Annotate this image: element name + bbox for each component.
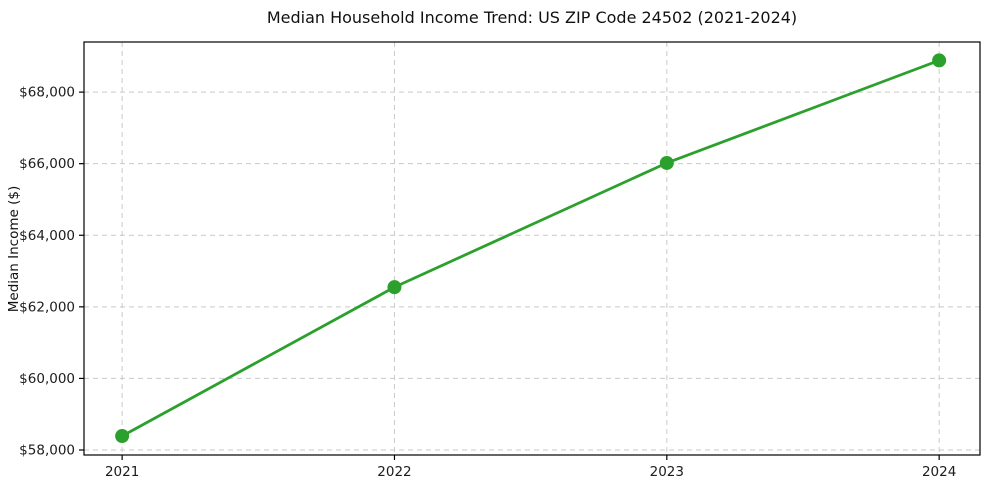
y-tick-label: $68,000 bbox=[19, 85, 75, 101]
y-axis-label: Median Income ($) bbox=[6, 185, 22, 313]
data-point-2023 bbox=[659, 155, 674, 170]
chart-title: Median Household Income Trend: US ZIP Co… bbox=[266, 8, 798, 27]
x-tick-label: 2022 bbox=[377, 464, 411, 480]
plot-border bbox=[83, 41, 981, 456]
data-point-2024 bbox=[932, 53, 947, 68]
x-tick-label: 2021 bbox=[105, 464, 139, 480]
y-tick-label: $58,000 bbox=[19, 442, 75, 458]
y-tick-label: $66,000 bbox=[19, 156, 75, 172]
trend-line bbox=[120, 59, 941, 438]
y-tick-label: $60,000 bbox=[19, 371, 75, 387]
y-tick-label: $64,000 bbox=[19, 228, 75, 244]
x-tick-label: 2023 bbox=[650, 464, 684, 480]
data-point-2022 bbox=[387, 280, 402, 295]
data-point-2021 bbox=[115, 429, 130, 444]
y-tick-label: $62,000 bbox=[19, 299, 75, 315]
x-tick-label: 2024 bbox=[922, 464, 956, 480]
